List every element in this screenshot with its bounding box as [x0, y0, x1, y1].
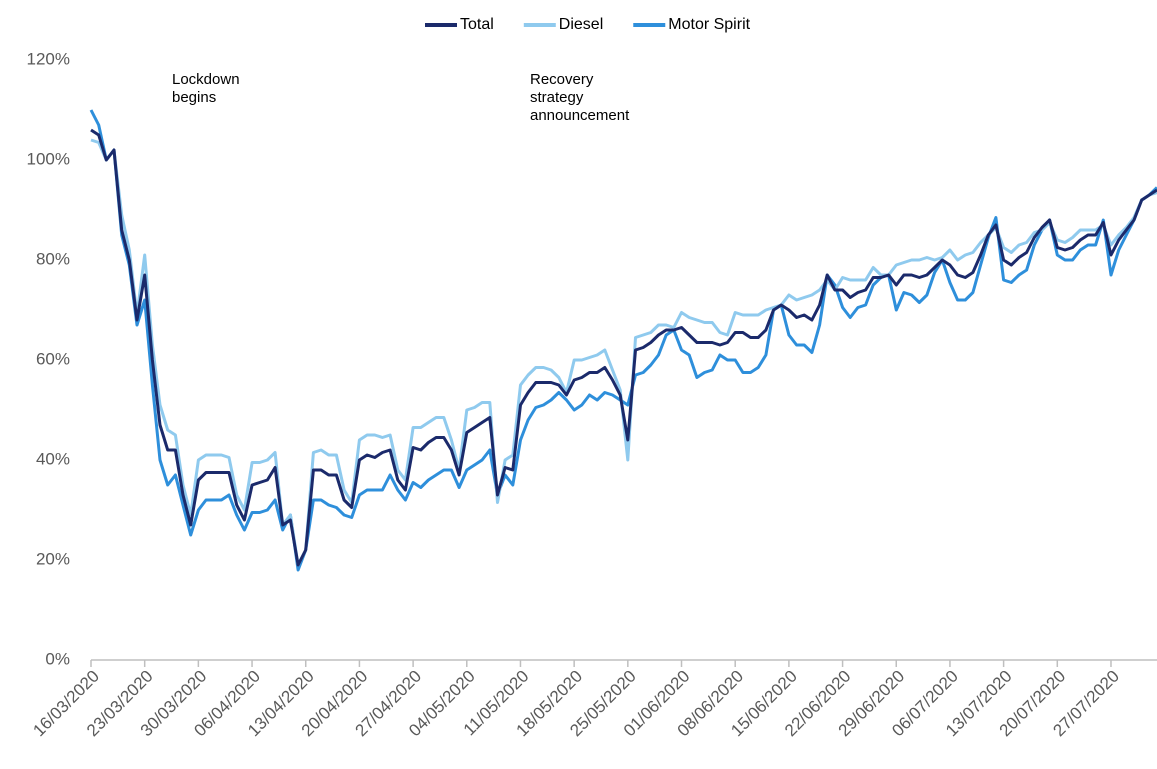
series-line [89, 109, 1157, 572]
series-line [90, 138, 1157, 567]
y-tick-label: 60% [36, 349, 70, 368]
legend-label: Motor Spirit [668, 16, 750, 33]
legend-label: Total [460, 16, 494, 33]
y-tick-label: 80% [36, 249, 70, 268]
annotation: Lockdown begins [172, 71, 240, 106]
y-tick-label: 0% [45, 649, 70, 668]
legend-label: Diesel [559, 16, 603, 33]
y-tick-label: 120% [27, 49, 70, 68]
y-tick-label: 40% [36, 449, 70, 468]
annotation: Recovery strategy announcement [530, 71, 630, 124]
series-line [90, 128, 1157, 567]
y-tick-label: 100% [27, 149, 70, 168]
y-tick-label: 20% [36, 549, 70, 568]
